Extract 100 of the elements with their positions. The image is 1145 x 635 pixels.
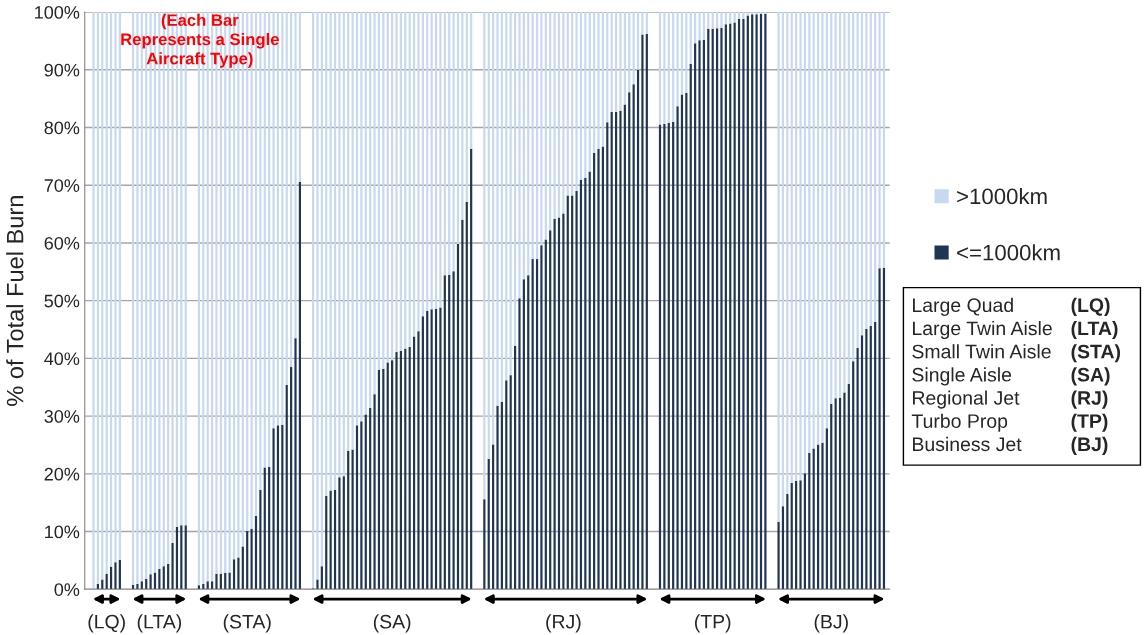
bar: [180, 525, 183, 590]
bar: [492, 444, 495, 590]
bar: [347, 450, 350, 590]
bar: [470, 148, 473, 590]
bar: [395, 12, 398, 353]
bar: [553, 218, 556, 590]
bar: [430, 309, 433, 590]
bar: [711, 28, 714, 590]
bar: [777, 521, 780, 590]
bar: [281, 12, 284, 425]
bar: [268, 466, 271, 590]
bar: [838, 397, 842, 590]
bar: [342, 476, 345, 590]
bar: [483, 12, 486, 500]
bar: [500, 401, 504, 590]
bar: [847, 383, 850, 590]
x-tick-label: (SA): [373, 614, 411, 633]
bar: [584, 12, 587, 178]
bar: [215, 573, 218, 590]
legend-label: <=1000km: [957, 244, 1060, 261]
bar: [786, 12, 789, 495]
bar: [812, 12, 815, 449]
bar: [882, 12, 886, 268]
bar: [162, 566, 165, 590]
annotation: (Each Bar Represents a Single Aircraft Type): [121, 13, 279, 68]
bar: [426, 311, 429, 590]
bar: [878, 12, 881, 269]
y-tick-label: 90%: [44, 63, 80, 77]
bar: [685, 12, 688, 93]
bar: [610, 111, 613, 590]
bar: [812, 448, 815, 590]
bar: [118, 12, 121, 560]
bar: [329, 12, 332, 491]
bar: [571, 195, 574, 590]
bar: [290, 12, 293, 368]
bar: [391, 360, 394, 590]
bar: [632, 12, 635, 85]
bar: [663, 124, 666, 590]
bar: [720, 12, 723, 28]
bar: [171, 543, 174, 590]
bar: [333, 490, 337, 590]
bar: [601, 12, 605, 147]
bar: [316, 579, 319, 590]
bar: [702, 12, 706, 40]
bar: [821, 12, 824, 443]
bar: [821, 442, 824, 590]
bar: [562, 12, 565, 214]
bar: [540, 245, 543, 590]
bar: [496, 12, 499, 406]
bar: [742, 12, 745, 19]
y-tick-label: 0%: [54, 583, 80, 596]
bar: [799, 480, 802, 590]
y-tick-label: 100%: [35, 6, 80, 19]
bar: [672, 121, 675, 590]
bar: [500, 12, 504, 402]
bar: [325, 495, 328, 590]
bar: [790, 483, 793, 590]
bar: [412, 336, 416, 590]
bar: [276, 425, 280, 590]
y-tick-label: 50%: [44, 294, 80, 308]
bar: [377, 369, 381, 590]
bar: [101, 579, 104, 590]
bar: [579, 12, 583, 181]
bar: [369, 408, 372, 590]
bar: [360, 421, 363, 590]
bar: [439, 307, 442, 590]
bar: [522, 279, 525, 590]
y-axis-title: % of Total Fuel Burn: [6, 196, 24, 406]
bar: [588, 12, 591, 172]
bar: [320, 566, 323, 590]
bar: [509, 375, 512, 590]
bar: [698, 40, 701, 590]
bar: [781, 12, 785, 507]
bar: [417, 12, 420, 332]
bar: [391, 12, 394, 361]
bar: [443, 275, 446, 590]
bar: [715, 28, 719, 590]
bar: [610, 12, 613, 112]
bar: [430, 12, 433, 310]
bar: [382, 12, 385, 369]
bar: [285, 384, 288, 590]
bar: [316, 12, 319, 580]
bar: [338, 12, 341, 478]
bar: [606, 122, 609, 590]
bar: [694, 43, 697, 590]
bar: [816, 12, 820, 445]
bar: [663, 12, 666, 125]
bar: [865, 12, 868, 329]
bar: [448, 274, 451, 590]
bar: [729, 23, 732, 590]
bar: [702, 39, 706, 590]
bar: [272, 428, 275, 590]
bar: [755, 14, 758, 590]
bar: [364, 414, 367, 590]
bar: [852, 361, 855, 590]
bar: [689, 12, 692, 65]
bar: [386, 12, 389, 363]
y-tick-label: 10%: [45, 525, 80, 539]
bar: [698, 12, 701, 41]
bar: [254, 515, 258, 590]
